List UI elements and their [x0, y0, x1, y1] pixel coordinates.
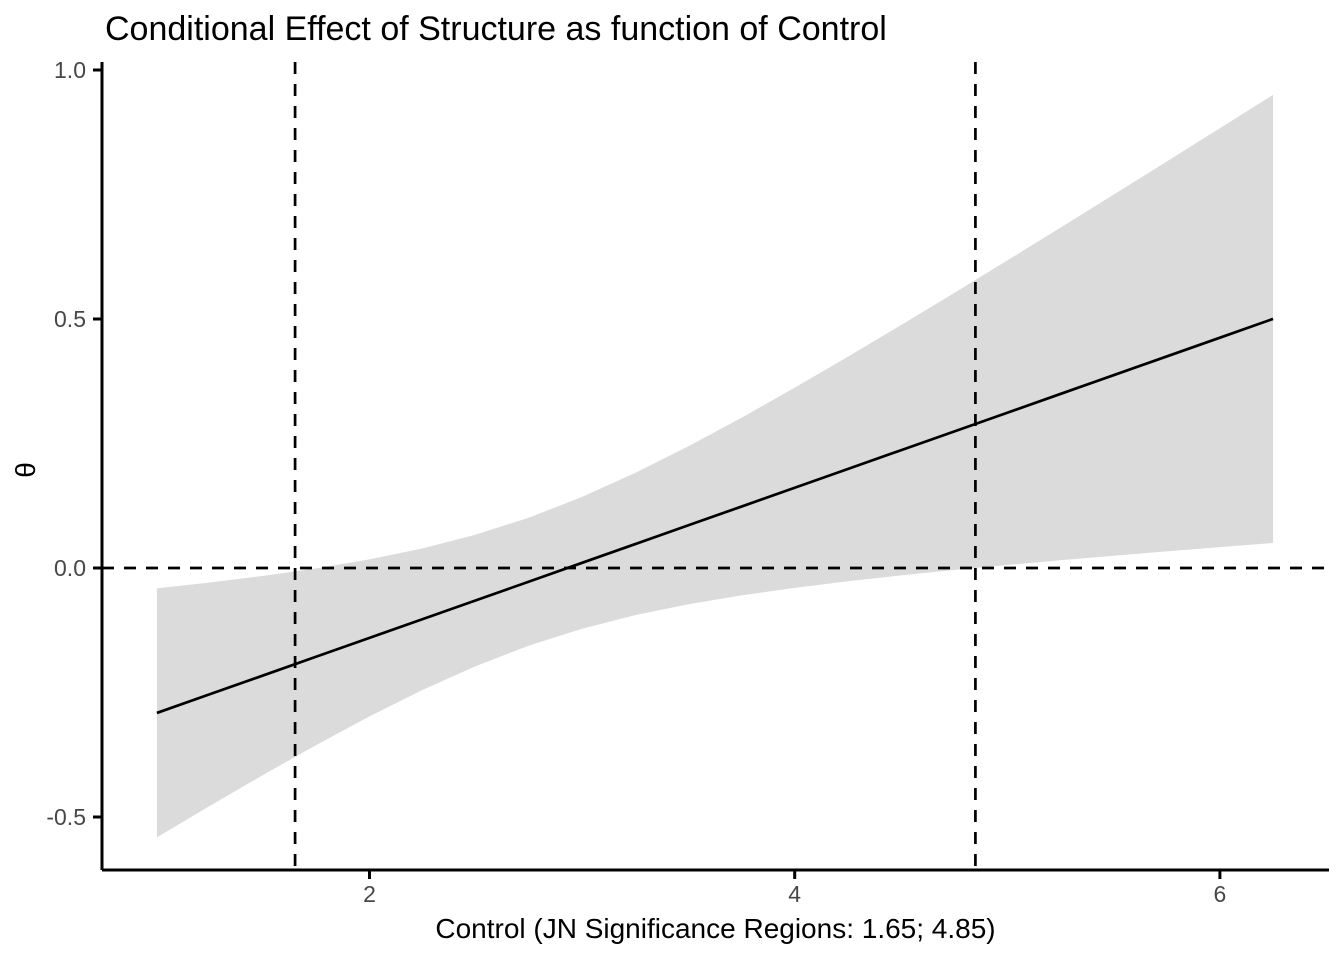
- x-tick-label: 2: [363, 881, 376, 907]
- y-tick-label: 0.5: [54, 306, 86, 332]
- y-tick-label: 0.0: [54, 555, 86, 581]
- y-tick-label: -0.5: [46, 804, 86, 830]
- y-tick-label: 1.0: [54, 57, 86, 83]
- plot-title: Conditional Effect of Structure as funct…: [105, 10, 887, 48]
- x-tick-label: 6: [1214, 881, 1227, 907]
- fit-line: [156, 317, 1274, 715]
- confidence-band: [156, 94, 1274, 838]
- x-axis-title: Control (JN Significance Regions: 1.65; …: [435, 913, 996, 944]
- x-tick-label: 4: [788, 881, 801, 907]
- y-axis-title: θ: [10, 462, 41, 478]
